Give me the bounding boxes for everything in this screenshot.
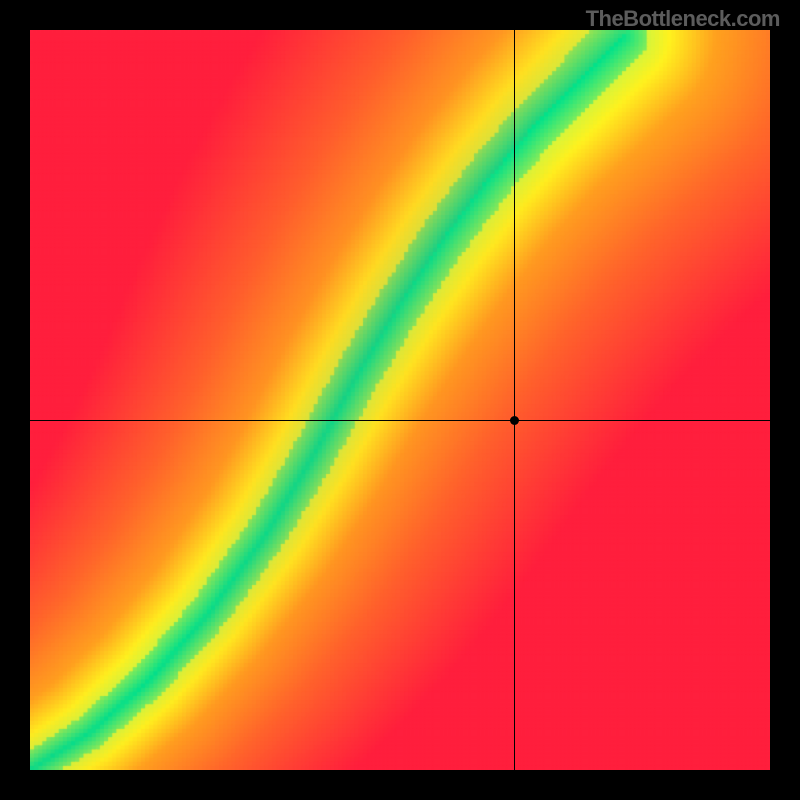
chart-container: TheBottleneck.com xyxy=(0,0,800,800)
heatmap-canvas xyxy=(30,30,770,770)
watermark-text: TheBottleneck.com xyxy=(586,6,780,32)
heatmap-plot xyxy=(30,30,770,770)
crosshair-vertical xyxy=(514,30,515,770)
crosshair-horizontal xyxy=(30,420,770,421)
